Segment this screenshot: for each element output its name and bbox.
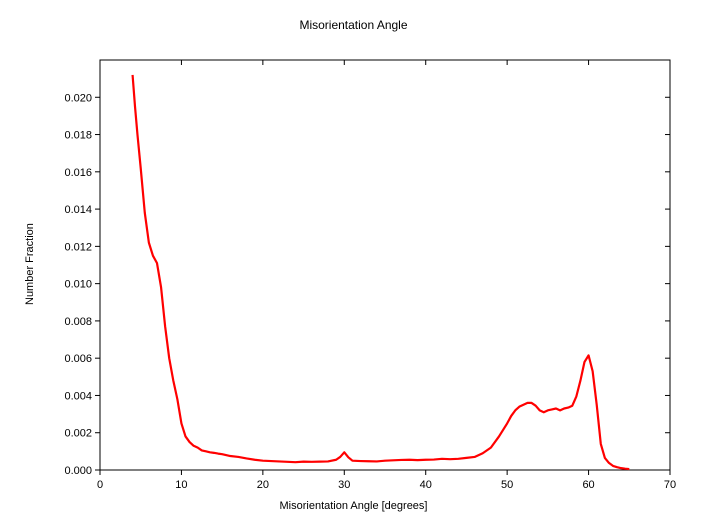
y-tick-label: 0.012 <box>64 241 92 253</box>
y-tick-label: 0.000 <box>64 465 92 477</box>
plot-border <box>100 60 670 470</box>
x-tick-label: 10 <box>175 479 187 491</box>
y-tick-label: 0.002 <box>64 428 92 440</box>
y-tick-label: 0.004 <box>64 390 92 402</box>
y-tick-label: 0.006 <box>64 353 92 365</box>
x-tick-label: 70 <box>664 479 676 491</box>
x-tick-label: 20 <box>257 479 269 491</box>
y-tick-label: 0.008 <box>64 316 92 328</box>
y-tick-label: 0.014 <box>64 204 92 216</box>
chart-svg: 0 10 20 30 40 50 60 70 0.000 0.002 0.004 0.006 0.008… <box>0 0 707 530</box>
y-tick-label: 0.018 <box>64 130 92 142</box>
x-tick-label: 50 <box>501 479 513 491</box>
chart-container: Misorientation Angle Number Fraction Mis… <box>0 0 707 530</box>
x-tick-label: 30 <box>338 479 350 491</box>
x-tick-label: 60 <box>582 479 594 491</box>
x-tick-label: 0 <box>97 479 103 491</box>
x-tick-label: 40 <box>420 479 432 491</box>
y-tick-label: 0.020 <box>64 92 92 104</box>
series-line <box>133 75 630 469</box>
y-tick-label: 0.016 <box>64 167 92 179</box>
y-tick-label: 0.010 <box>64 279 92 291</box>
